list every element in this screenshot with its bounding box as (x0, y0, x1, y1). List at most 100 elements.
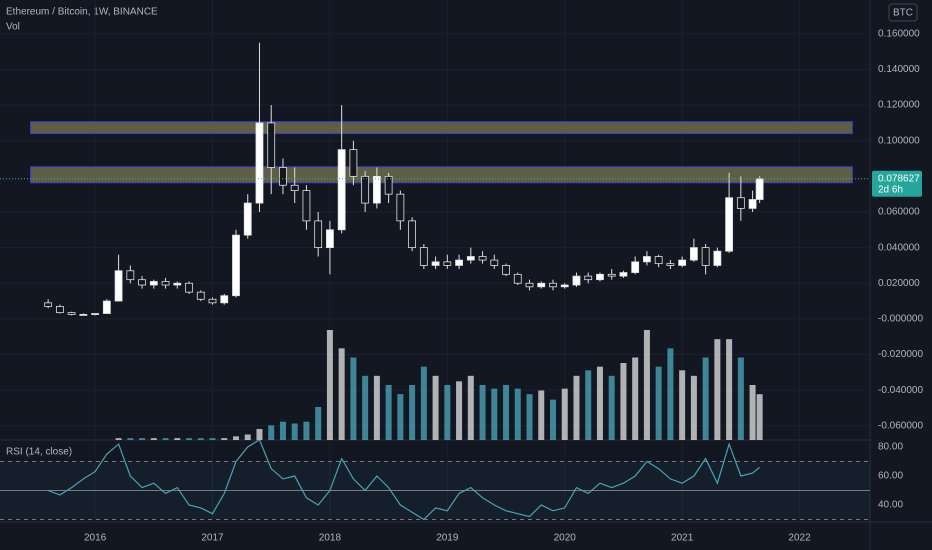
candle-body (408, 220, 417, 249)
countdown-label: 2d 6h (878, 184, 903, 195)
volume-bar (737, 357, 744, 440)
candle-body (149, 281, 158, 286)
candle-body (314, 220, 323, 249)
volume-bar (444, 385, 451, 440)
volume-bar (139, 438, 146, 440)
rsi-tick-label: 40.00 (878, 500, 903, 511)
candle-body (67, 312, 76, 315)
rsi-tick-label: 60.00 (878, 471, 903, 482)
volume-bar (549, 399, 556, 440)
candle-body (290, 184, 299, 192)
volume-bar (726, 339, 733, 440)
y-tick-label: -0.000000 (878, 314, 923, 325)
currency-button[interactable] (888, 3, 918, 22)
volume-bar (197, 438, 204, 440)
candle-body (185, 282, 193, 293)
candle-body (126, 270, 135, 281)
x-tick-label: 2017 (201, 533, 224, 544)
volume-bar (385, 385, 392, 440)
candle-body (755, 178, 764, 200)
y-tick-label: 0.140000 (878, 64, 920, 75)
candle-body (302, 190, 311, 222)
candle-body (138, 279, 146, 286)
candle-body (326, 229, 334, 249)
currency-label[interactable]: BTC (893, 8, 913, 19)
candle-body (725, 197, 734, 252)
y-tick-label: 0.100000 (878, 135, 920, 146)
volume-bar (526, 394, 533, 440)
candle-body (232, 234, 240, 297)
candle-body (361, 175, 370, 204)
volume-bar (643, 330, 650, 440)
volume-bar (714, 339, 721, 440)
candle-body (443, 261, 452, 266)
volume-bar (115, 438, 122, 440)
candle-body (349, 149, 358, 177)
candle-body (466, 256, 475, 261)
candle-body (701, 247, 710, 266)
volume-bar (279, 421, 286, 440)
candle-body (255, 122, 264, 204)
candle-body (196, 291, 205, 300)
volume-bar (702, 357, 709, 440)
volume-bar (362, 375, 369, 440)
volume-bar (749, 385, 756, 440)
candle-body (666, 263, 675, 266)
candle-body (372, 175, 381, 204)
candle-body (173, 282, 182, 286)
volume-bar (150, 438, 157, 440)
volume-bar (585, 370, 592, 440)
volume-bar (186, 438, 193, 440)
candle-body (736, 197, 745, 209)
candle-body (208, 298, 217, 304)
candle-body (713, 250, 722, 266)
volume-bar (209, 438, 216, 440)
volume-bar (256, 429, 263, 440)
y-tick-label: 0.060000 (878, 207, 920, 218)
volume-bar (479, 385, 486, 440)
volume-bar (350, 357, 357, 440)
candle-body (161, 281, 170, 286)
rsi-tick-label: 80.00 (878, 442, 903, 453)
rsi-line (47, 440, 760, 521)
volume-bar (127, 438, 134, 440)
volume-bar (503, 385, 510, 440)
chart-title: Ethereum / Bitcoin, 1W, BINANCE (6, 7, 158, 18)
volume-bar (338, 348, 345, 440)
candle-body (431, 261, 440, 266)
volume-bar (291, 423, 298, 440)
candle-body (55, 305, 64, 314)
candle-body (678, 259, 687, 266)
volume-bar (268, 425, 275, 440)
candle-body (79, 314, 88, 316)
candle-body (419, 247, 428, 266)
candle-body (91, 313, 100, 315)
candle-body (560, 284, 569, 288)
candle-body (490, 259, 499, 266)
candle-body (607, 273, 616, 277)
volume-label: Vol (6, 22, 20, 33)
candle-body (654, 256, 663, 265)
y-tick-label: -0.040000 (878, 385, 923, 396)
candle-body (631, 261, 640, 273)
volume-bar (514, 388, 521, 440)
volume-bar (690, 375, 697, 440)
rsi-label: RSI (14, close) (6, 447, 72, 458)
volume-bar (432, 375, 439, 440)
candle-body (619, 272, 628, 277)
zone (30, 166, 853, 184)
zone (30, 121, 853, 135)
volume-bar (596, 366, 603, 440)
volume-bar (162, 438, 169, 440)
volume-bar (397, 394, 404, 440)
candle-body (243, 202, 252, 236)
volume-bar (456, 381, 463, 440)
volume-bar (655, 366, 662, 440)
volume-bar (632, 357, 639, 440)
candle-body (279, 167, 287, 186)
x-tick-label: 2020 (554, 533, 577, 544)
candle-body (513, 273, 522, 284)
